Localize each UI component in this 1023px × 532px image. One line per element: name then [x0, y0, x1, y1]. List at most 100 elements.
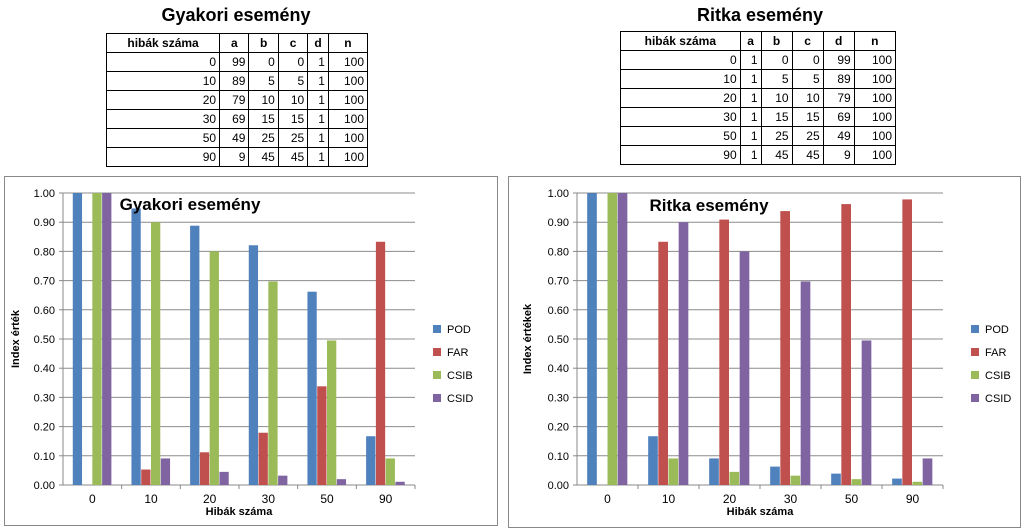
table-cell: 99	[822, 50, 855, 70]
legend-swatch	[971, 348, 979, 356]
bar-far	[199, 452, 210, 485]
table-cell: 0	[248, 52, 279, 72]
y-tick-label: 0.80	[34, 246, 55, 258]
table-cell: 100	[853, 69, 897, 89]
right-data-table: hibák száma a b c d n 0 1 0 0 99 100 10 1 5 5 89 100 20 1 10…	[620, 31, 897, 165]
table-row: 0 1 0 0 99 100	[620, 50, 897, 70]
legend-swatch	[971, 325, 979, 333]
table-header-cell: d	[822, 31, 855, 51]
legend-label: CSID	[985, 393, 1011, 405]
table-cell: 1	[739, 126, 762, 146]
table-cell: 20	[105, 90, 221, 110]
left-data-table: hibák száma a b c d n 0 99 0 0 1 100 10 89 5 5 1 100 20 79 1…	[105, 33, 369, 167]
y-tick-label: 0.50	[34, 334, 55, 346]
table-row: 10 1 5 5 89 100	[620, 69, 897, 89]
bar-csib	[790, 475, 801, 485]
bar-pod	[648, 436, 658, 485]
table-cell: 1	[739, 50, 762, 70]
bar-far	[317, 386, 327, 485]
bar-far	[780, 211, 790, 485]
y-tick-label: 0.70	[548, 276, 569, 288]
bar-far	[375, 241, 386, 485]
table-row: 50 49 25 25 1 100	[105, 128, 369, 148]
table-cell: 1	[739, 107, 762, 127]
x-tick-label: 10	[662, 492, 676, 506]
bar-csib	[607, 193, 618, 485]
right-chart-svg: 0.00 0.10 0.20 0.30 0.40 0.50 0.60 0.70 0.80 0.90…	[522, 188, 1011, 518]
bar-csid	[800, 281, 811, 485]
bar-csid	[336, 479, 347, 485]
table-cell: 9	[822, 145, 855, 165]
table-cell: 10	[277, 90, 309, 110]
table-cell: 90	[620, 145, 741, 165]
table-cell: 1	[739, 88, 762, 108]
legend-swatch	[971, 371, 979, 379]
table-cell: 25	[791, 126, 824, 146]
chart-title: Ritka esemény	[649, 196, 769, 215]
table-cell: 15	[791, 107, 824, 127]
table-cell: 10	[248, 90, 279, 110]
y-tick-label: 0.60	[548, 305, 569, 317]
x-tick-label: 30	[262, 492, 276, 506]
bar-far	[141, 469, 151, 485]
legend-label: CSIB	[985, 370, 1011, 382]
table-cell: 99	[219, 52, 250, 72]
table-header-cell: hibák száma	[620, 31, 741, 51]
bar-far	[841, 204, 851, 485]
y-tick-label: 0.40	[34, 363, 55, 375]
legend-label: POD	[985, 324, 1009, 336]
x-tick-label: 20	[723, 492, 737, 506]
table-row: 90 9 45 45 1 100	[105, 147, 369, 167]
table-cell: 25	[277, 128, 309, 148]
legend-swatch	[433, 348, 441, 356]
table-cell: 10	[105, 71, 221, 91]
bar-csib	[729, 471, 740, 485]
table-cell: 1	[307, 109, 329, 129]
y-tick-label: 1.00	[548, 188, 569, 200]
x-tick-label: 30	[784, 492, 798, 506]
bar-pod	[307, 291, 317, 485]
y-tick-label: 0.00	[34, 480, 55, 492]
bar-csib	[851, 479, 862, 485]
table-header-cell: n	[327, 33, 369, 53]
table-cell: 0	[105, 52, 221, 72]
bar-csid	[160, 458, 171, 485]
table-cell: 9	[219, 147, 250, 167]
table-cell: 100	[853, 50, 897, 70]
table-cell: 1	[739, 145, 762, 165]
table-header-row: hibák száma a b c d n	[620, 31, 897, 51]
left-chart-svg: 0.00 0.10 0.20 0.30 0.40 0.50 0.60 0.70 0.80 0.90…	[10, 188, 473, 518]
table-cell: 45	[248, 147, 279, 167]
table-cell: 5	[791, 69, 824, 89]
legend-label: FAR	[985, 347, 1006, 359]
bar-pod	[587, 193, 597, 485]
y-tick-label: 0.20	[548, 422, 569, 434]
y-tick-label: 0.10	[34, 451, 55, 463]
table-row: 30 69 15 15 1 100	[105, 109, 369, 129]
table-cell: 100	[853, 107, 897, 127]
table-cell: 90	[105, 147, 221, 167]
bar-csid	[278, 475, 288, 485]
x-tick-label: 50	[320, 492, 334, 506]
bar-pod	[892, 478, 902, 485]
bar-pod	[366, 436, 376, 485]
y-tick-label: 0.40	[548, 363, 569, 375]
table-cell: 25	[760, 126, 793, 146]
table-cell: 69	[822, 107, 855, 127]
table-cell: 89	[822, 69, 855, 89]
table-cell: 45	[760, 145, 793, 165]
table-cell: 100	[853, 145, 897, 165]
y-axis-label: Index érték	[10, 309, 22, 368]
legend-swatch	[971, 394, 979, 402]
table-row: 20 1 10 10 79 100	[620, 88, 897, 108]
bar-csid	[102, 193, 112, 485]
bar-csid	[739, 251, 750, 485]
bar-csid	[617, 193, 628, 485]
table-cell: 30	[105, 109, 221, 129]
legend-label: POD	[447, 324, 471, 336]
table-cell: 0	[620, 50, 741, 70]
table-cell: 0	[277, 52, 309, 72]
x-tick-label: 90	[379, 492, 393, 506]
bar-pod	[248, 245, 259, 485]
table-cell: 100	[327, 90, 369, 110]
